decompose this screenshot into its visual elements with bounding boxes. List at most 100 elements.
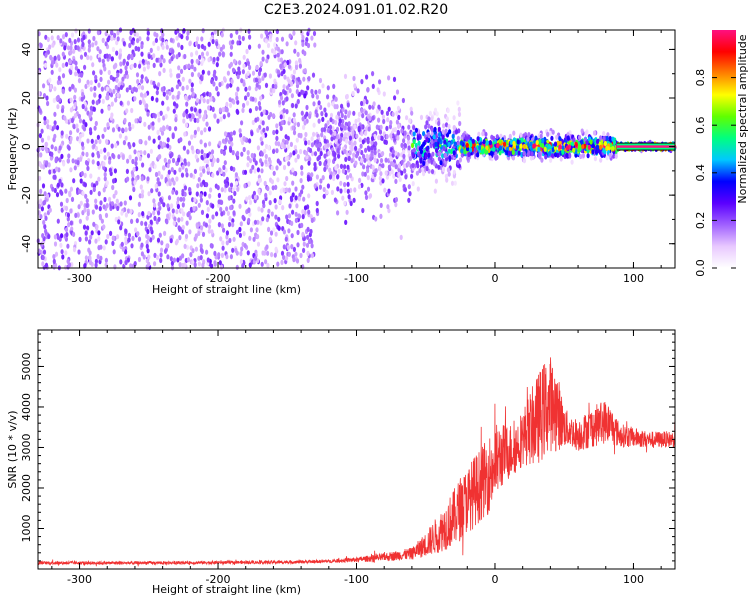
spectrum-point <box>272 227 276 233</box>
spectrum-point <box>302 196 306 202</box>
spectrum-point <box>169 72 173 78</box>
spectrum-point <box>151 121 155 127</box>
spectrum-point <box>94 74 98 80</box>
spectrum-point <box>169 256 173 262</box>
spectrum-point <box>39 214 43 220</box>
spectrum-point <box>378 175 382 181</box>
spectrum-point <box>366 139 370 145</box>
spectrum-point <box>165 44 169 50</box>
spectrum-point <box>172 180 176 186</box>
spectrum-point <box>318 77 323 84</box>
spectrum-point <box>70 196 75 202</box>
y-tick-label: -20 <box>20 186 33 204</box>
spectrum-point <box>246 91 250 98</box>
spectrum-point <box>403 130 407 136</box>
spectrum-point <box>252 190 256 196</box>
spectrum-point <box>174 117 178 123</box>
spectrum-point <box>163 248 168 254</box>
spectrum-point <box>280 142 284 148</box>
spectrum-point <box>229 147 233 153</box>
spectrum-point <box>180 44 184 51</box>
spectrum-point <box>350 142 354 148</box>
spectrum-point <box>265 126 269 132</box>
spectrum-point <box>285 139 289 145</box>
spectrum-point <box>286 59 290 66</box>
spectrum-point <box>371 71 375 77</box>
spectrum-point <box>589 139 593 145</box>
spectrum-point <box>178 167 182 173</box>
spectrum-point <box>128 126 132 132</box>
spectrum-point <box>163 157 167 163</box>
spectrum-point <box>121 76 125 82</box>
spectrum-point <box>412 147 416 153</box>
spectrum-point <box>427 152 431 158</box>
spectrum-point <box>258 105 262 111</box>
spectrum-point <box>95 180 99 186</box>
spectrum-point <box>255 227 259 233</box>
spectrum-point <box>83 207 87 213</box>
spectrum-point <box>370 139 374 146</box>
spectrum-point <box>93 125 97 131</box>
spectrum-point <box>80 96 84 102</box>
spectrum-point <box>71 83 75 89</box>
spectrum-point <box>456 100 460 106</box>
spectrum-point <box>107 79 111 85</box>
spectrum-point <box>146 30 150 36</box>
spectrum-point <box>295 89 299 95</box>
spectrum-point <box>318 184 322 190</box>
spectrum-point <box>52 254 56 260</box>
spectrum-point <box>389 156 393 162</box>
spectrum-point <box>76 127 80 133</box>
spectrum-point <box>124 240 128 246</box>
spectrum-point <box>257 188 261 194</box>
spectrum-point <box>379 124 383 130</box>
spectrum-point <box>234 91 239 97</box>
spectrum-point <box>123 117 127 124</box>
spectrum-point <box>58 178 62 184</box>
spectrum-point <box>410 110 414 116</box>
spectrum-point <box>207 126 212 132</box>
spectrum-point <box>231 150 235 156</box>
spectrum-point <box>202 179 206 185</box>
spectrum-point <box>210 263 214 269</box>
spectrum-point <box>344 109 348 115</box>
spectrum-point <box>306 42 311 49</box>
spectrum-point <box>444 122 449 128</box>
spectrum-point <box>362 153 366 159</box>
spectrum-point <box>191 248 195 254</box>
spectrum-point <box>344 219 348 225</box>
spectrum-point <box>580 139 584 145</box>
spectrum-point <box>599 144 603 150</box>
spectrum-point <box>345 209 349 215</box>
spectrum-point <box>141 162 145 168</box>
spectrum-point <box>48 44 52 50</box>
spectrum-point <box>155 57 159 63</box>
spectrum-point <box>91 42 95 48</box>
spectrum-point <box>387 188 391 194</box>
spectrum-point <box>519 132 523 138</box>
spectrum-point <box>326 120 330 126</box>
spectrum-point <box>509 139 513 145</box>
spectrum-point <box>200 149 204 155</box>
spectrum-point <box>251 119 255 126</box>
spectrum-point <box>306 257 310 263</box>
spectrum-point <box>96 254 100 260</box>
spectrum-point <box>53 241 58 247</box>
spectrum-point <box>124 228 128 235</box>
spectrum-point <box>397 171 401 178</box>
spectrum-point <box>132 142 136 148</box>
spectrum-point <box>217 199 221 205</box>
spectrum-point <box>207 70 211 76</box>
spectrum-point <box>284 156 288 162</box>
spectrum-point <box>131 123 135 130</box>
spectrum-point <box>73 87 77 93</box>
spectrum-point <box>136 38 140 44</box>
colorbar-ticks: 0.00.20.40.60.8 <box>694 69 736 277</box>
spectrum-point <box>117 219 121 225</box>
spectrum-point <box>145 239 149 246</box>
spectrum-point <box>498 138 502 144</box>
spectrum-point <box>257 43 261 49</box>
spectrum-point <box>273 49 277 56</box>
spectrum-point <box>411 181 415 187</box>
spectrum-point <box>249 227 253 233</box>
